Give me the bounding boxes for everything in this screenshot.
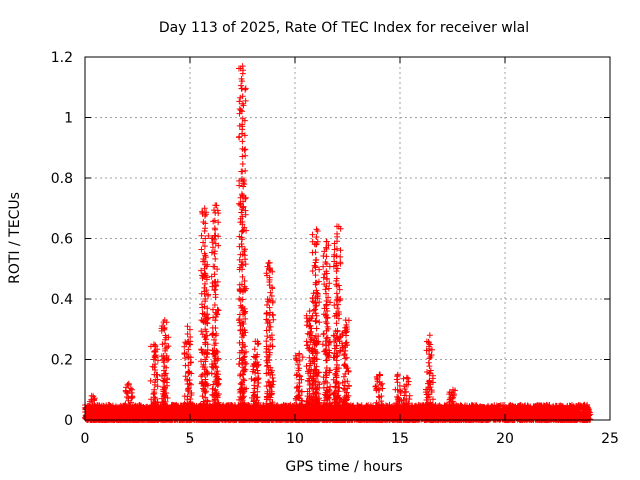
grid-lines bbox=[85, 57, 610, 420]
